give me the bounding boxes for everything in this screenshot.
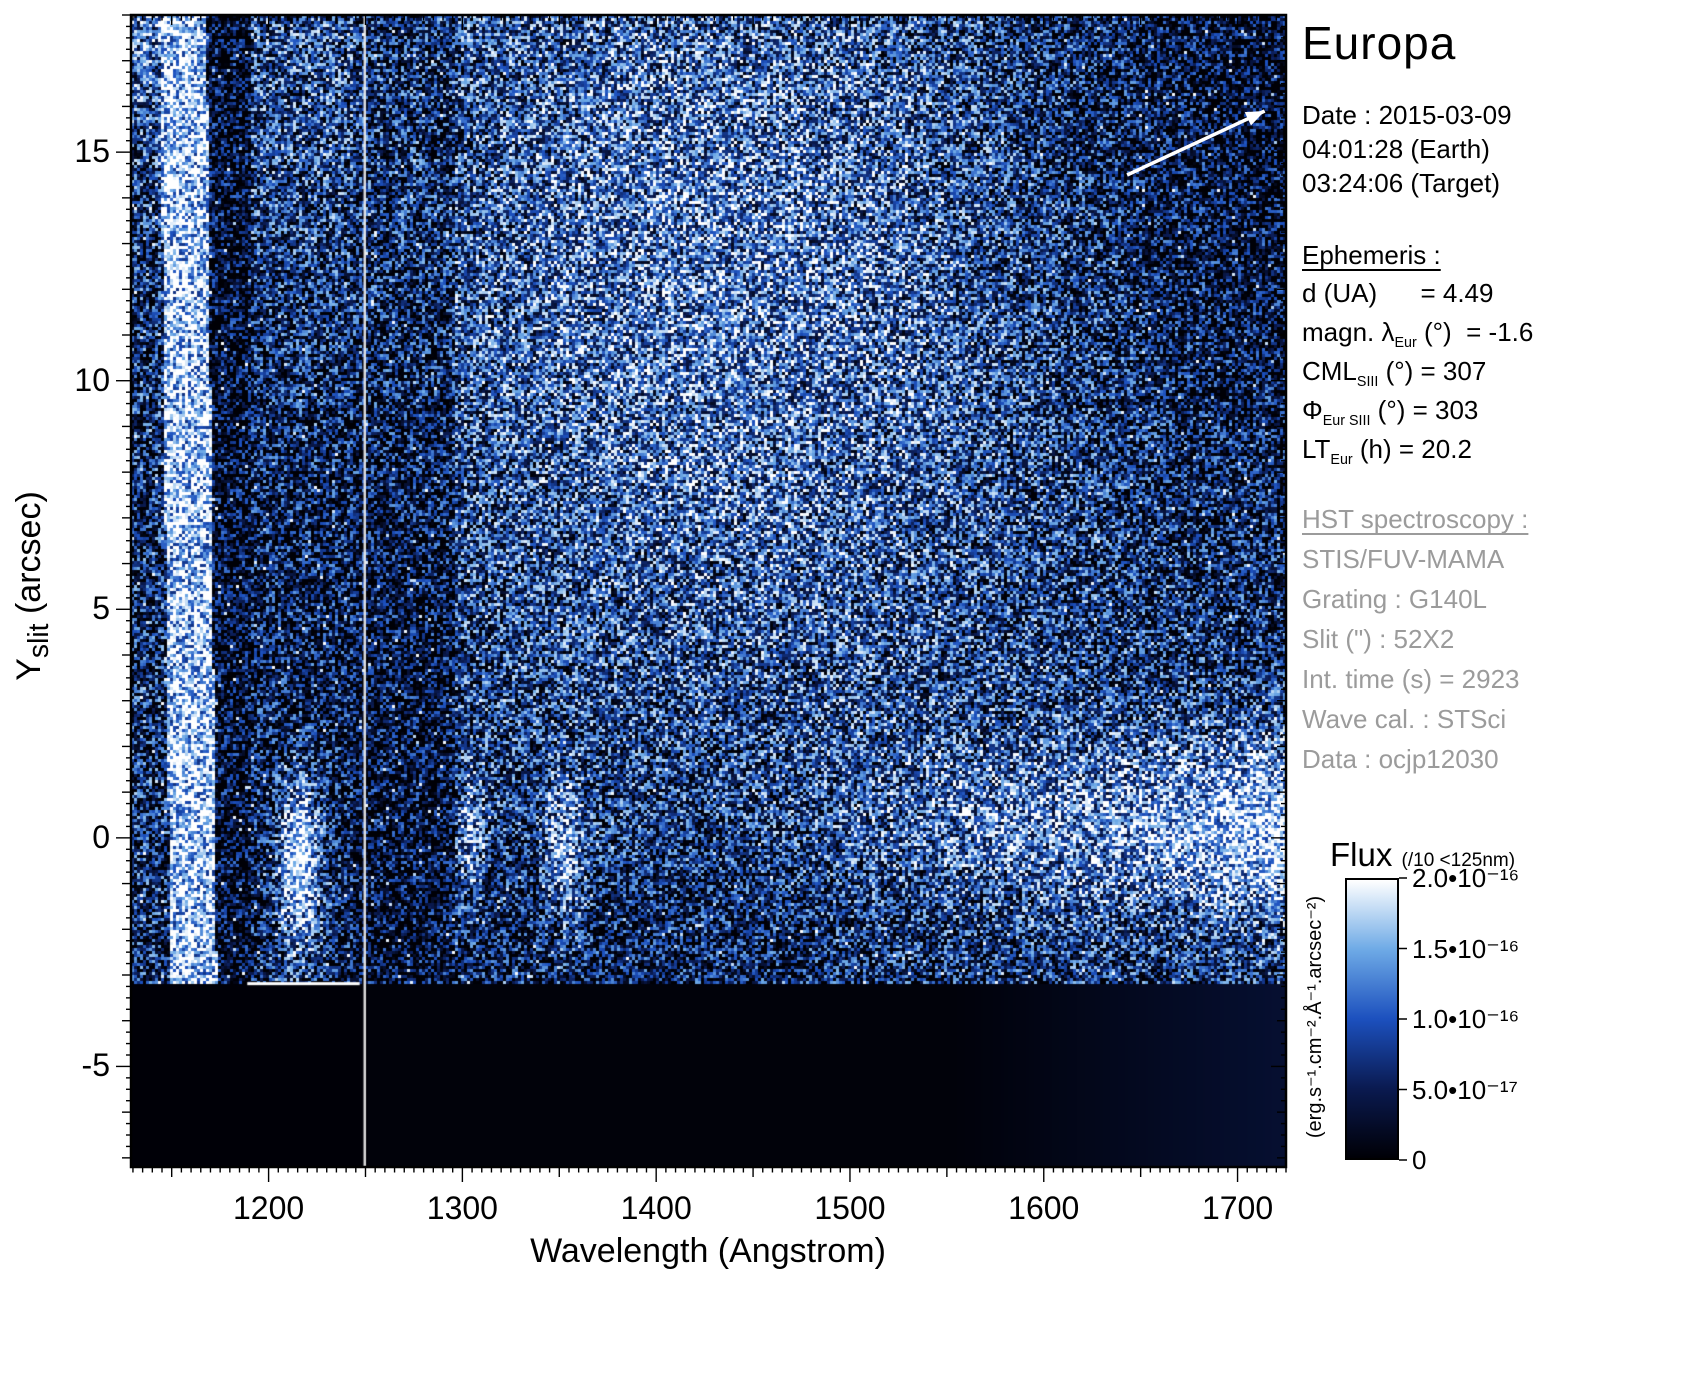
y-tick-label: 0 <box>92 818 110 855</box>
ephemeris-row-distance: d (UA) = 4.49 <box>1302 278 1493 312</box>
text: (°) = -1.6 <box>1416 317 1534 347</box>
target-title: Europa <box>1302 17 1457 69</box>
colorbar-tick-label: 1.5•10⁻¹⁶ <box>1412 933 1520 964</box>
x-tick-label: 1600 <box>1008 1190 1080 1226</box>
text: LT <box>1302 434 1331 464</box>
colorbar-units-label: (erg.s⁻¹.cm⁻².Å⁻¹.arcsec⁻²) <box>1304 895 1326 1139</box>
hst-heading: HST spectroscopy : <box>1302 504 1529 534</box>
ephemeris-heading: Ephemeris : <box>1302 240 1441 270</box>
colorbar-note: (/10 <125nm) <box>1401 850 1516 871</box>
ephemeris-row-cml: CMLSIII (°) = 307 <box>1302 356 1486 390</box>
hst-row-instrument: STIS/FUV-MAMA <box>1302 544 1505 574</box>
ephemeris-row-maglat: magn. λEur (°) = -1.6 <box>1302 317 1533 351</box>
text: (h) = 20.2 <box>1352 434 1472 464</box>
y-axis-label-sub: slit <box>22 623 55 659</box>
text: = 4.49 <box>1377 278 1494 308</box>
y-tick-label: 10 <box>74 361 110 398</box>
colorbar-tick-label: 2.0•10⁻¹⁶ <box>1412 863 1520 893</box>
hst-row-slit: Slit (") : 52X2 <box>1302 624 1455 654</box>
text: (°) = 303 <box>1370 395 1479 425</box>
ephemeris-row-localtime: LTEur (h) = 20.2 <box>1302 434 1472 468</box>
ephemeris-row-phase: ΦEur SIII (°) = 303 <box>1302 395 1478 429</box>
text: (°) = 307 <box>1378 356 1487 386</box>
colorbar-title-line: Flux (/10 <125nm) <box>1330 836 1515 874</box>
text: d (UA) <box>1302 278 1378 308</box>
hst-row-wavecal: Wave cal. : STSci <box>1302 704 1507 734</box>
text-sub: Eur <box>1330 452 1353 469</box>
y-tick-label: -5 <box>81 1047 110 1084</box>
colorbar-tick-label: 1.0•10⁻¹⁶ <box>1412 1004 1520 1034</box>
x-tick-label: 1200 <box>232 1190 305 1226</box>
text-sub: Eur SIII <box>1322 413 1371 430</box>
y-tick-label: 15 <box>74 133 110 170</box>
hst-row-dataset: Data : ocjp12030 <box>1302 744 1499 774</box>
colorbar-title: Flux <box>1330 836 1393 873</box>
text: CML <box>1302 356 1357 386</box>
time-earth-line: 04:01:28 (Earth) <box>1302 134 1490 164</box>
x-tick-label: 1700 <box>1201 1190 1274 1226</box>
spectral-image-canvas <box>131 15 1286 1167</box>
colorbar-gradient <box>1345 878 1399 1160</box>
colorbar-tick-label: 0 <box>1412 1145 1427 1175</box>
text: Φ <box>1302 395 1323 425</box>
text: magn. λ <box>1302 317 1395 347</box>
x-tick-label: 1400 <box>620 1190 692 1226</box>
y-axis-label: Yslit (arcsec) <box>10 386 55 786</box>
y-axis-label-pre: Y <box>10 658 48 681</box>
x-tick-label: 1300 <box>426 1190 498 1226</box>
x-tick-label: 1500 <box>814 1190 886 1226</box>
hst-row-grating: Grating : G140L <box>1302 584 1487 614</box>
y-tick-label: 5 <box>92 590 110 627</box>
hst-row-inttime: Int. time (s) = 2923 <box>1302 664 1520 694</box>
text-sub: Eur <box>1394 335 1417 352</box>
time-target-line: 03:24:06 (Target) <box>1302 168 1501 198</box>
date-line: Date : 2015-03-09 <box>1302 100 1512 130</box>
x-axis-label: Wavelength (Angstrom) <box>530 1232 886 1270</box>
text-sub: SIII <box>1356 374 1379 391</box>
colorbar-tick-label: 5.0•10⁻¹⁷ <box>1412 1074 1518 1105</box>
